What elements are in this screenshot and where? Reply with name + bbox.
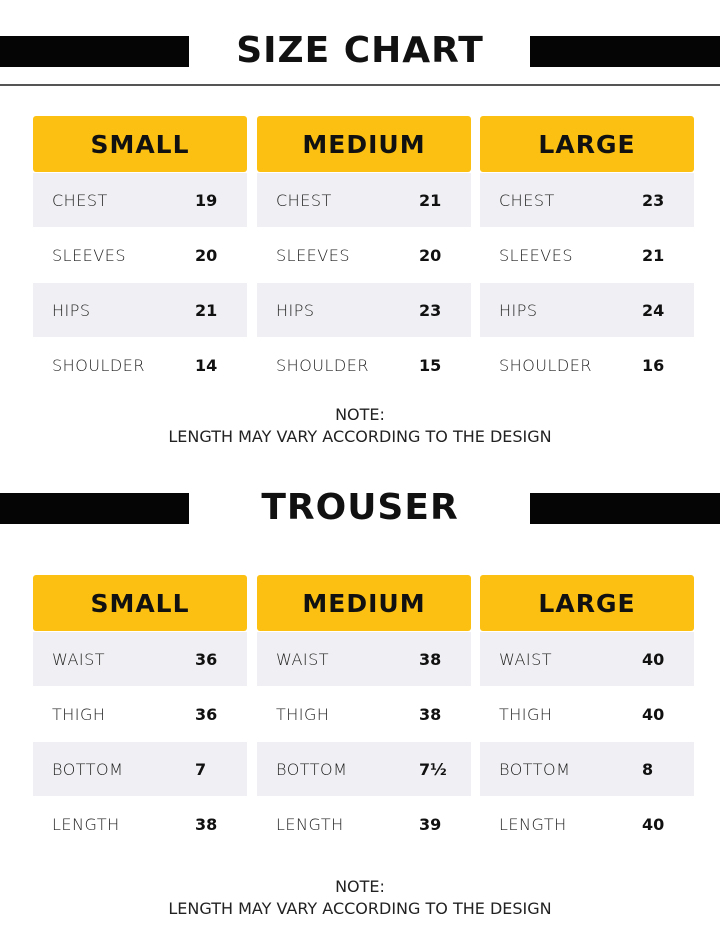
size-header: SMALL [33,116,247,172]
decorative-bar-left [0,493,189,524]
size-header: MEDIUM [257,575,471,631]
measurement-value: 14 [195,355,218,375]
size-header: MEDIUM [257,116,471,172]
measurement-row: SLEEVES 21 [480,228,694,282]
measurement-label: BOTTOM [499,759,571,779]
measurement-value: 24 [642,300,665,320]
measurement-value: 21 [642,245,665,265]
measurement-label: THIGH [499,704,553,724]
note-text: LENGTH MAY VARY ACCORDING TO THE DESIGN [168,427,552,446]
measurement-label: SLEEVES [52,245,126,265]
measurement-value: 21 [419,190,442,210]
note-text: LENGTH MAY VARY ACCORDING TO THE DESIGN [168,899,552,918]
measurement-row: WAIST 36 [33,632,247,686]
measurement-label: SLEEVES [276,245,350,265]
decorative-bar-right [530,493,720,524]
measurement-value: 40 [642,814,665,834]
size-column-large: LARGE CHEST 23 SLEEVES 21 HIPS 24 SHOULDER 16 [480,116,694,392]
measurement-label: WAIST [499,649,553,669]
measurement-row: CHEST 21 [257,173,471,227]
measurement-value: 39 [419,814,442,834]
measurement-label: BOTTOM [52,759,124,779]
measurement-value: 38 [195,814,218,834]
measurement-row: SHOULDER 14 [33,338,247,392]
measurement-label: CHEST [276,190,332,210]
measurement-label: WAIST [52,649,106,669]
trouser-note: NOTE: LENGTH MAY VARY ACCORDING TO THE D… [0,876,720,920]
measurement-value: 38 [419,704,442,724]
size-header: SMALL [33,575,247,631]
size-chart-title: SIZE CHART [236,30,484,71]
size-header: LARGE [480,575,694,631]
measurement-value: 23 [419,300,442,320]
measurement-row: BOTTOM 7½ [257,742,471,796]
measurement-label: HIPS [276,300,315,320]
measurement-label: HIPS [52,300,91,320]
measurement-value: 7 [195,759,207,779]
measurement-label: SHOULDER [52,355,145,375]
measurement-row: THIGH 36 [33,687,247,741]
decorative-bar-left [0,36,189,67]
measurement-value: 15 [419,355,442,375]
measurement-label: BOTTOM [276,759,348,779]
size-header: LARGE [480,116,694,172]
measurement-label: THIGH [276,704,330,724]
measurement-row: LENGTH 40 [480,797,694,851]
measurement-value: 40 [642,649,665,669]
measurement-row: LENGTH 38 [33,797,247,851]
measurement-row: SHOULDER 16 [480,338,694,392]
measurement-value: 36 [195,649,218,669]
measurement-value: 16 [642,355,665,375]
measurement-value: 23 [642,190,665,210]
measurement-label: LENGTH [276,814,344,834]
size-column-medium: MEDIUM WAIST 38 THIGH 38 BOTTOM 7½ LENGTH 39 [257,575,471,851]
note-title: NOTE: [335,405,385,424]
measurement-value: 7½ [419,759,447,779]
measurement-label: SHOULDER [276,355,369,375]
measurement-row: SHOULDER 15 [257,338,471,392]
measurement-row: CHEST 19 [33,173,247,227]
size-column-small: SMALL WAIST 36 THIGH 36 BOTTOM 7 LENGTH 38 [33,575,247,851]
measurement-row: SLEEVES 20 [33,228,247,282]
size-column-medium: MEDIUM CHEST 21 SLEEVES 20 HIPS 23 SHOULDER 15 [257,116,471,392]
decorative-bar-right [530,36,720,67]
measurement-row: THIGH 40 [480,687,694,741]
measurement-value: 20 [195,245,218,265]
measurement-label: SLEEVES [499,245,573,265]
measurement-label: THIGH [52,704,106,724]
measurement-value: 19 [195,190,218,210]
measurement-row: BOTTOM 7 [33,742,247,796]
measurement-label: CHEST [52,190,108,210]
measurement-label: WAIST [276,649,330,669]
shirt-note: NOTE: LENGTH MAY VARY ACCORDING TO THE D… [0,404,720,448]
measurement-row: WAIST 38 [257,632,471,686]
measurement-value: 20 [419,245,442,265]
measurement-row: HIPS 24 [480,283,694,337]
measurement-value: 8 [642,759,654,779]
trouser-title: TROUSER [261,487,459,528]
measurement-value: 36 [195,704,218,724]
measurement-label: LENGTH [52,814,120,834]
note-title: NOTE: [335,877,385,896]
measurement-row: SLEEVES 20 [257,228,471,282]
measurement-value: 21 [195,300,218,320]
measurement-label: SHOULDER [499,355,592,375]
size-column-large: LARGE WAIST 40 THIGH 40 BOTTOM 8 LENGTH 40 [480,575,694,851]
measurement-label: HIPS [499,300,538,320]
measurement-row: LENGTH 39 [257,797,471,851]
measurement-value: 38 [419,649,442,669]
divider [0,84,720,86]
measurement-label: LENGTH [499,814,567,834]
measurement-value: 40 [642,704,665,724]
measurement-row: HIPS 23 [257,283,471,337]
size-column-small: SMALL CHEST 19 SLEEVES 20 HIPS 21 SHOULDER 14 [33,116,247,392]
measurement-row: BOTTOM 8 [480,742,694,796]
measurement-row: HIPS 21 [33,283,247,337]
measurement-label: CHEST [499,190,555,210]
measurement-row: THIGH 38 [257,687,471,741]
measurement-row: WAIST 40 [480,632,694,686]
measurement-row: CHEST 23 [480,173,694,227]
